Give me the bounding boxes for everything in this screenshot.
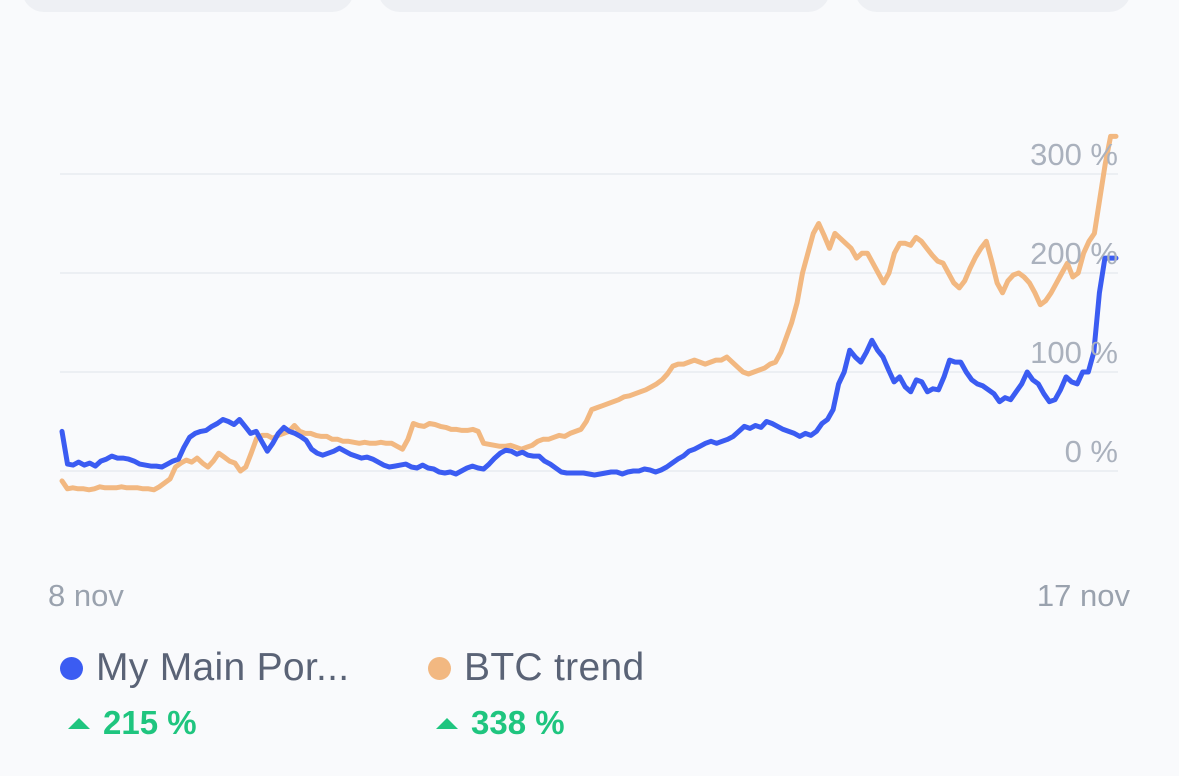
- btc-change-value: 338 %: [471, 704, 565, 741]
- grid-lines: [60, 173, 1118, 472]
- top-card-1[interactable]: [22, 0, 354, 12]
- legend-my-main-portfolio[interactable]: My Main Por... 215 %: [60, 646, 349, 742]
- series-line-btc-trend: [59, 133, 1119, 493]
- portfolio-color-dot: [60, 656, 83, 680]
- triangle-up-icon: [68, 717, 90, 729]
- top-card-3[interactable]: [855, 0, 1131, 12]
- x-axis-end-label: 17 nov: [1036, 578, 1130, 613]
- x-axis-start-label: 8 nov: [48, 578, 124, 613]
- y-tick-label: 300 %: [1030, 137, 1118, 172]
- y-tick-labels: 0 % 100 % 200 % 300 %: [1030, 137, 1118, 469]
- triangle-up-icon: [436, 717, 458, 729]
- performance-chart: 0 % 100 % 200 % 300 %: [59, 133, 1119, 493]
- legend-btc-trend[interactable]: BTC trend 338 %: [428, 646, 644, 742]
- series-lines: [59, 133, 1119, 493]
- series-line-my-main-portfolio: [59, 255, 1119, 478]
- portfolio-change-value: 215 %: [103, 704, 197, 741]
- btc-color-dot: [428, 656, 451, 680]
- legend-portfolio-name: My Main Por...: [96, 646, 350, 689]
- y-tick-label: 200 %: [1030, 236, 1118, 271]
- legend-btc-name: BTC trend: [464, 646, 645, 689]
- top-card-2[interactable]: [378, 0, 830, 12]
- y-tick-label: 0 %: [1065, 434, 1118, 469]
- y-tick-label: 100 %: [1030, 335, 1118, 370]
